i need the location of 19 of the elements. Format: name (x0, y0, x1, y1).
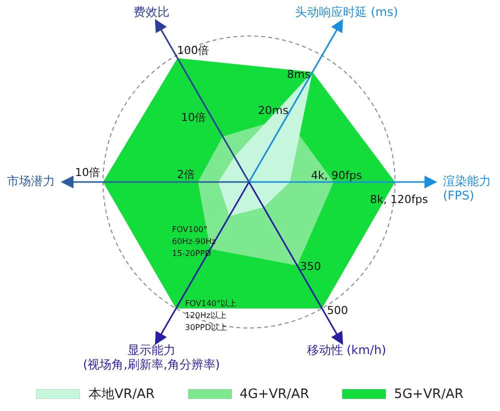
text: 100倍 (177, 44, 209, 57)
text: FOV140°以上 120Hz以上 30PPD以上 (185, 299, 236, 332)
legend-label: 本地VR/AR (88, 386, 155, 403)
spoke-label: 头动响应时延 (ms) (294, 5, 398, 20)
text: 10倍 (181, 111, 206, 124)
legend-label: 5G+VR/AR (394, 386, 464, 402)
spoke-label: 费效比 (134, 5, 170, 20)
text: 8ms (287, 68, 311, 81)
text: 4k, 90fps (311, 169, 362, 182)
spoke-label: 渲染能力 (FPS) (443, 174, 491, 203)
text: 8k, 120fps (370, 193, 428, 206)
spoke-label: 显示能力 (视场角,刷新率,角分辨率) (83, 343, 220, 372)
text: 350 (300, 260, 321, 273)
text: 500 (327, 304, 348, 317)
text: 2倍 (177, 168, 195, 181)
legend-label: 4G+VR/AR (240, 386, 310, 402)
spoke-label: 移动性 (km/h) (306, 343, 386, 358)
spoke-label: 市场潜力 (7, 174, 55, 188)
text: 10倍 (75, 166, 100, 179)
